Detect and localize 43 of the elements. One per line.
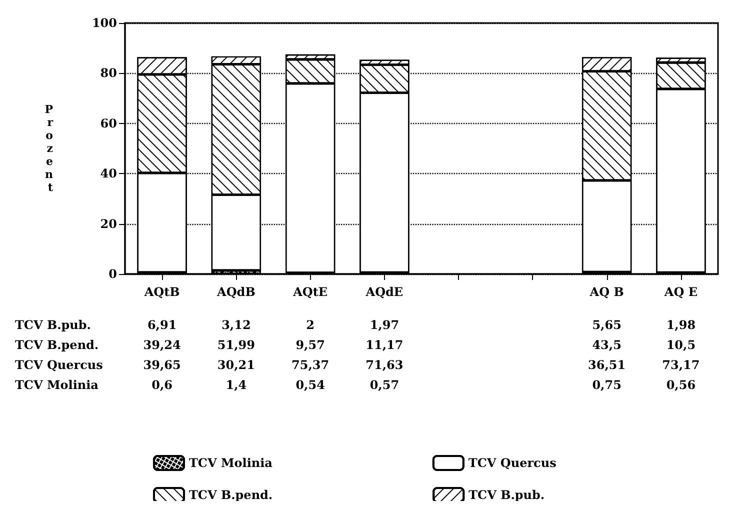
data-label: 36,51 xyxy=(588,358,626,372)
y-tick-label: 40 xyxy=(100,166,117,181)
text: TCV B.pend. xyxy=(15,338,99,352)
data-label: 1,4 xyxy=(226,378,247,392)
y-tick-label: 80 xyxy=(100,66,117,80)
y-tick-label: 0 xyxy=(108,267,117,281)
data-label: 39,65 xyxy=(143,358,181,372)
y-tick-label: 100 xyxy=(92,16,117,30)
data-label: 0,56 xyxy=(666,378,696,392)
text: TCV Molinia xyxy=(15,378,98,392)
data-label: 51,99 xyxy=(217,338,255,352)
data-label: 1,98 xyxy=(666,318,696,332)
legend-label: TCV Molinia xyxy=(189,456,273,470)
data-label: 0,57 xyxy=(370,378,400,392)
data-label: 0,54 xyxy=(296,378,325,392)
text: TCV Quercus xyxy=(15,358,103,372)
data-label: 3,12 xyxy=(222,318,251,332)
x-tick-label: AQtB xyxy=(143,285,180,299)
data-label: 0,75 xyxy=(592,378,622,392)
x-tick-label: AQtE xyxy=(292,285,328,299)
data-label: 10,5 xyxy=(666,338,696,352)
data-label: 9,57 xyxy=(296,338,325,352)
x-tick-label: AQ E xyxy=(663,285,698,299)
data-label: 73,17 xyxy=(662,358,700,372)
data-label: 6,91 xyxy=(147,318,177,332)
x-tick-label: AQ B xyxy=(588,285,624,299)
y-tick-label: 60 xyxy=(100,116,117,130)
data-label: 2 xyxy=(306,318,314,332)
y-tick-label: 20 xyxy=(100,216,117,231)
data-label: 5,65 xyxy=(592,318,622,332)
data-label: 1,97 xyxy=(370,318,400,332)
data-label: 39,24 xyxy=(143,338,181,352)
x-tick-label: AQdB xyxy=(216,285,256,299)
x-tick-label: AQdE xyxy=(364,285,404,299)
y-axis-title: Prozent xyxy=(44,103,54,194)
text: TCV B.pub. xyxy=(15,318,91,332)
data-label: 0,6 xyxy=(152,378,173,392)
data-label: 43,5 xyxy=(592,338,622,352)
data-label: 30,21 xyxy=(217,358,255,372)
legend-label: TCV Quercus xyxy=(468,456,557,470)
data-label: 11,17 xyxy=(366,338,404,352)
data-label: 71,63 xyxy=(366,358,404,372)
data-label: 75,37 xyxy=(292,358,330,372)
